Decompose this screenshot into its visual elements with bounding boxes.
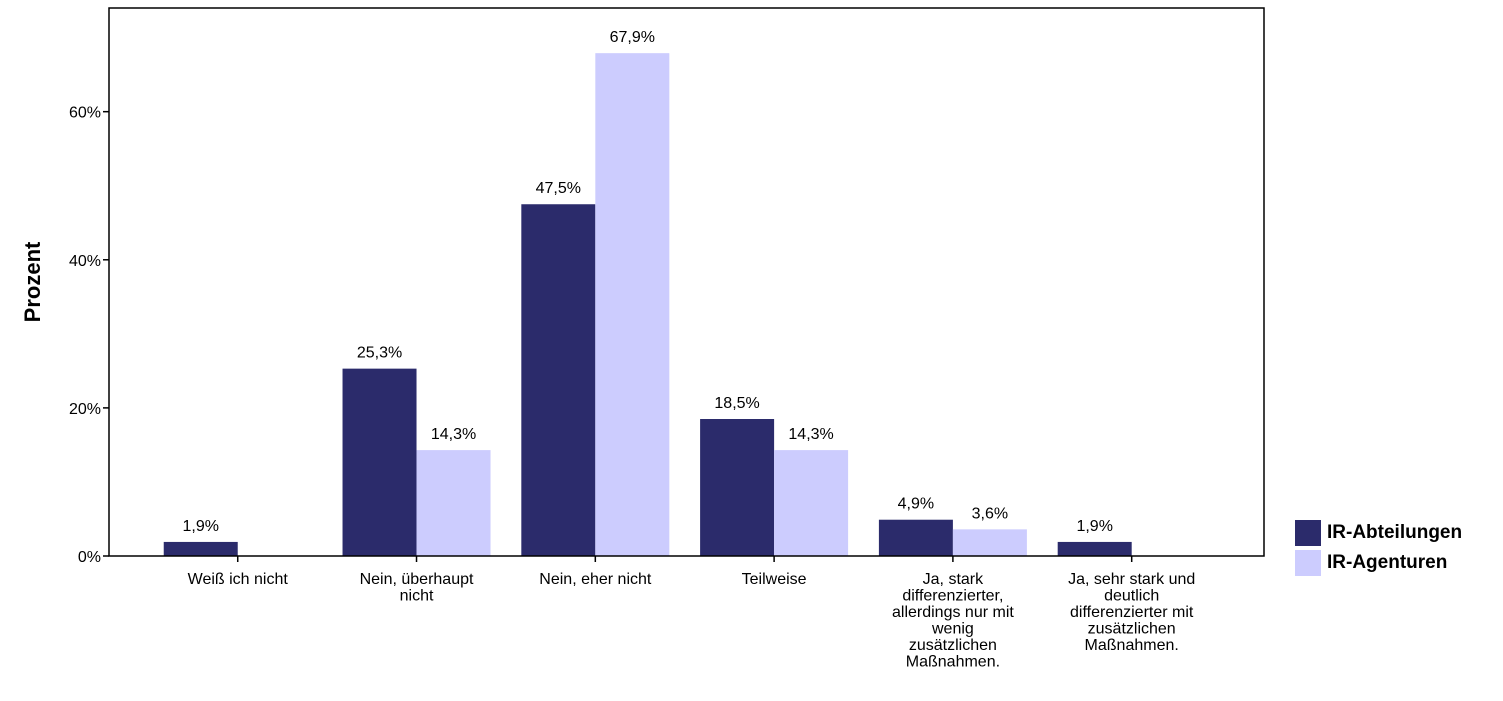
data-label: 3,6% (972, 505, 1008, 522)
bars-layer (163, 53, 1132, 557)
y-axis-label: Prozent (20, 241, 45, 322)
legend-label-ir-abteilungen: IR-Abteilungen (1327, 522, 1463, 543)
y-tick-label: 0% (78, 549, 101, 566)
x-category-label: Nein, eher nicht (539, 571, 652, 588)
x-category-label: Teilweise (742, 571, 807, 588)
legend-swatch-ir-agenturen (1295, 550, 1321, 576)
data-label: 25,3% (357, 345, 402, 362)
y-tick-label: 40% (69, 253, 101, 270)
x-category-label: Weiß ich nicht (188, 571, 289, 588)
x-category-label: Nein, überhaupt nicht (360, 571, 474, 605)
bar-ir-abteilungen (1057, 541, 1132, 556)
data-label: 1,9% (1076, 518, 1112, 535)
legend-item-ir-abteilungen: IR-Abteilungen (1295, 518, 1462, 548)
axes-layer: 0% 20% 40% 60% Prozent Weiß ich nicht Nein, üb… (20, 7, 1265, 671)
data-label: 14,3% (788, 426, 833, 443)
bar-ir-agenturen (416, 450, 491, 556)
bar-ir-agenturen (952, 529, 1027, 556)
bar-ir-abteilungen (521, 204, 596, 557)
x-category-label: Ja, stark differenzierter, allerdings nur … (892, 571, 1014, 671)
bar-ir-abteilungen (342, 368, 417, 556)
legend-swatch-ir-abteilungen (1295, 520, 1321, 546)
x-category-label: Ja, sehr stark und deutlich differenzierte… (1068, 571, 1195, 654)
legend: IR-Abteilungen IR-Agenturen (1295, 518, 1462, 578)
data-label: 14,3% (431, 426, 476, 443)
bar-ir-abteilungen (878, 519, 953, 556)
bar-ir-abteilungen (700, 419, 775, 556)
data-label: 1,9% (182, 518, 218, 535)
legend-label-ir-agenturen: IR-Agenturen (1327, 552, 1448, 573)
bar-ir-agenturen (774, 450, 849, 556)
data-label: 4,9% (898, 496, 934, 513)
data-labels-layer: 1,9% 25,3% 14,3% 47,5% 67,9% 18,5% 14,3% 4,9% 3,… (182, 29, 1112, 535)
plot-frame (108, 7, 1265, 557)
legend-item-ir-agenturen: IR-Agenturen (1295, 548, 1462, 578)
bar-ir-agenturen (595, 53, 670, 556)
y-tick-label: 20% (69, 401, 101, 418)
y-tick-label: 60% (69, 105, 101, 122)
data-label: 67,9% (610, 29, 655, 46)
bar-ir-abteilungen (163, 541, 238, 556)
data-label: 47,5% (536, 180, 581, 197)
data-label: 18,5% (714, 395, 759, 412)
